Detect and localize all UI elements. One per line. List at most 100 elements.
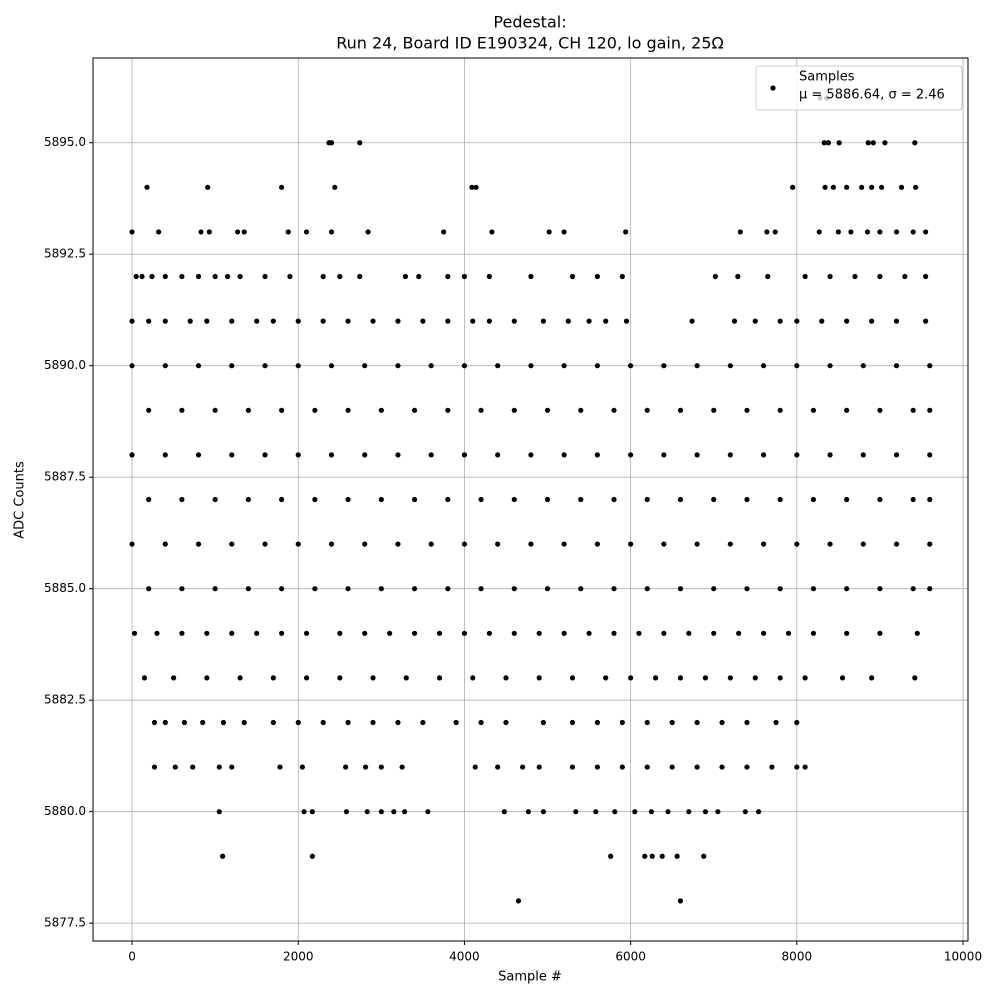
data-point: [195, 273, 202, 280]
data-point: [794, 452, 800, 458]
data-point: [478, 407, 484, 413]
data-point: [357, 140, 363, 146]
data-point: [594, 273, 600, 280]
data-point: [860, 541, 866, 547]
data-point: [794, 318, 800, 324]
data-point: [395, 318, 401, 324]
data-point: [179, 407, 185, 413]
data-point: [295, 452, 301, 458]
data-point: [495, 764, 501, 770]
data-point: [445, 273, 451, 280]
data-point: [844, 407, 850, 413]
data-point: [910, 496, 916, 503]
data-point: [612, 809, 618, 815]
data-point: [328, 363, 335, 369]
data-point: [825, 140, 831, 146]
data-point: [299, 764, 306, 770]
data-point: [179, 273, 185, 280]
data-point: [827, 273, 833, 280]
data-point: [644, 496, 650, 503]
data-point: [472, 764, 478, 770]
y-tick-label: 5890.0: [44, 358, 86, 372]
data-point: [212, 407, 218, 413]
data-point: [234, 229, 241, 235]
data-point: [295, 541, 301, 547]
data-point: [461, 363, 468, 369]
data-point: [844, 184, 850, 190]
data-point: [540, 809, 546, 815]
data-point: [270, 318, 276, 324]
data-point: [229, 452, 235, 458]
data-point: [744, 407, 750, 413]
data-point: [411, 407, 418, 413]
data-point: [402, 809, 408, 815]
data-point: [262, 541, 268, 547]
data-point: [927, 586, 933, 592]
data-point: [839, 675, 846, 681]
data-point: [869, 675, 875, 681]
data-point: [869, 184, 875, 190]
data-point: [337, 630, 343, 636]
x-tick-label: 8000: [782, 950, 813, 964]
data-point: [927, 496, 933, 503]
data-point: [830, 184, 836, 190]
data-point: [893, 318, 900, 324]
data-point: [295, 363, 301, 369]
data-point: [619, 719, 625, 726]
data-point: [285, 229, 291, 235]
data-point: [689, 318, 695, 324]
data-point: [525, 809, 532, 815]
data-point: [279, 184, 285, 190]
data-point: [694, 541, 700, 547]
data-point: [810, 586, 817, 592]
data-point: [642, 853, 648, 859]
data-point: [445, 496, 451, 503]
data-point: [262, 363, 268, 369]
data-point: [777, 407, 783, 413]
legend-label: Samples: [799, 70, 855, 85]
data-point: [343, 764, 349, 770]
y-tick-label: 5892.5: [44, 247, 86, 261]
data-point: [399, 764, 405, 770]
data-point: [923, 318, 929, 324]
data-point: [765, 273, 771, 280]
data-point: [694, 719, 700, 726]
data-point: [216, 809, 222, 815]
data-point: [162, 719, 168, 726]
data-point: [378, 809, 384, 815]
data-point: [628, 675, 634, 681]
data-point: [877, 496, 883, 503]
data-point: [241, 719, 247, 726]
data-point: [727, 452, 733, 458]
data-point: [503, 719, 509, 726]
data-point: [794, 541, 800, 547]
data-point: [835, 229, 841, 235]
data-point: [391, 809, 397, 815]
data-point: [370, 719, 376, 726]
data-point: [320, 318, 326, 324]
data-point: [129, 363, 135, 369]
data-point: [802, 273, 808, 280]
data-point: [378, 496, 384, 503]
data-point: [528, 273, 534, 280]
data-point: [694, 363, 700, 369]
data-point: [727, 675, 733, 681]
data-point: [594, 719, 600, 726]
data-point: [882, 140, 888, 146]
data-point: [636, 630, 642, 636]
data-point: [312, 496, 318, 503]
data-point: [470, 318, 476, 324]
data-point: [364, 809, 370, 815]
data-point: [859, 184, 865, 190]
data-point: [129, 229, 135, 235]
data-point: [628, 541, 634, 547]
data-point: [742, 809, 748, 815]
data-point: [777, 675, 783, 681]
data-point: [503, 675, 509, 681]
data-point: [501, 809, 507, 815]
data-point: [898, 184, 905, 190]
data-point: [561, 363, 567, 369]
data-point: [528, 363, 534, 369]
data-point: [623, 318, 630, 324]
data-point: [220, 719, 227, 726]
